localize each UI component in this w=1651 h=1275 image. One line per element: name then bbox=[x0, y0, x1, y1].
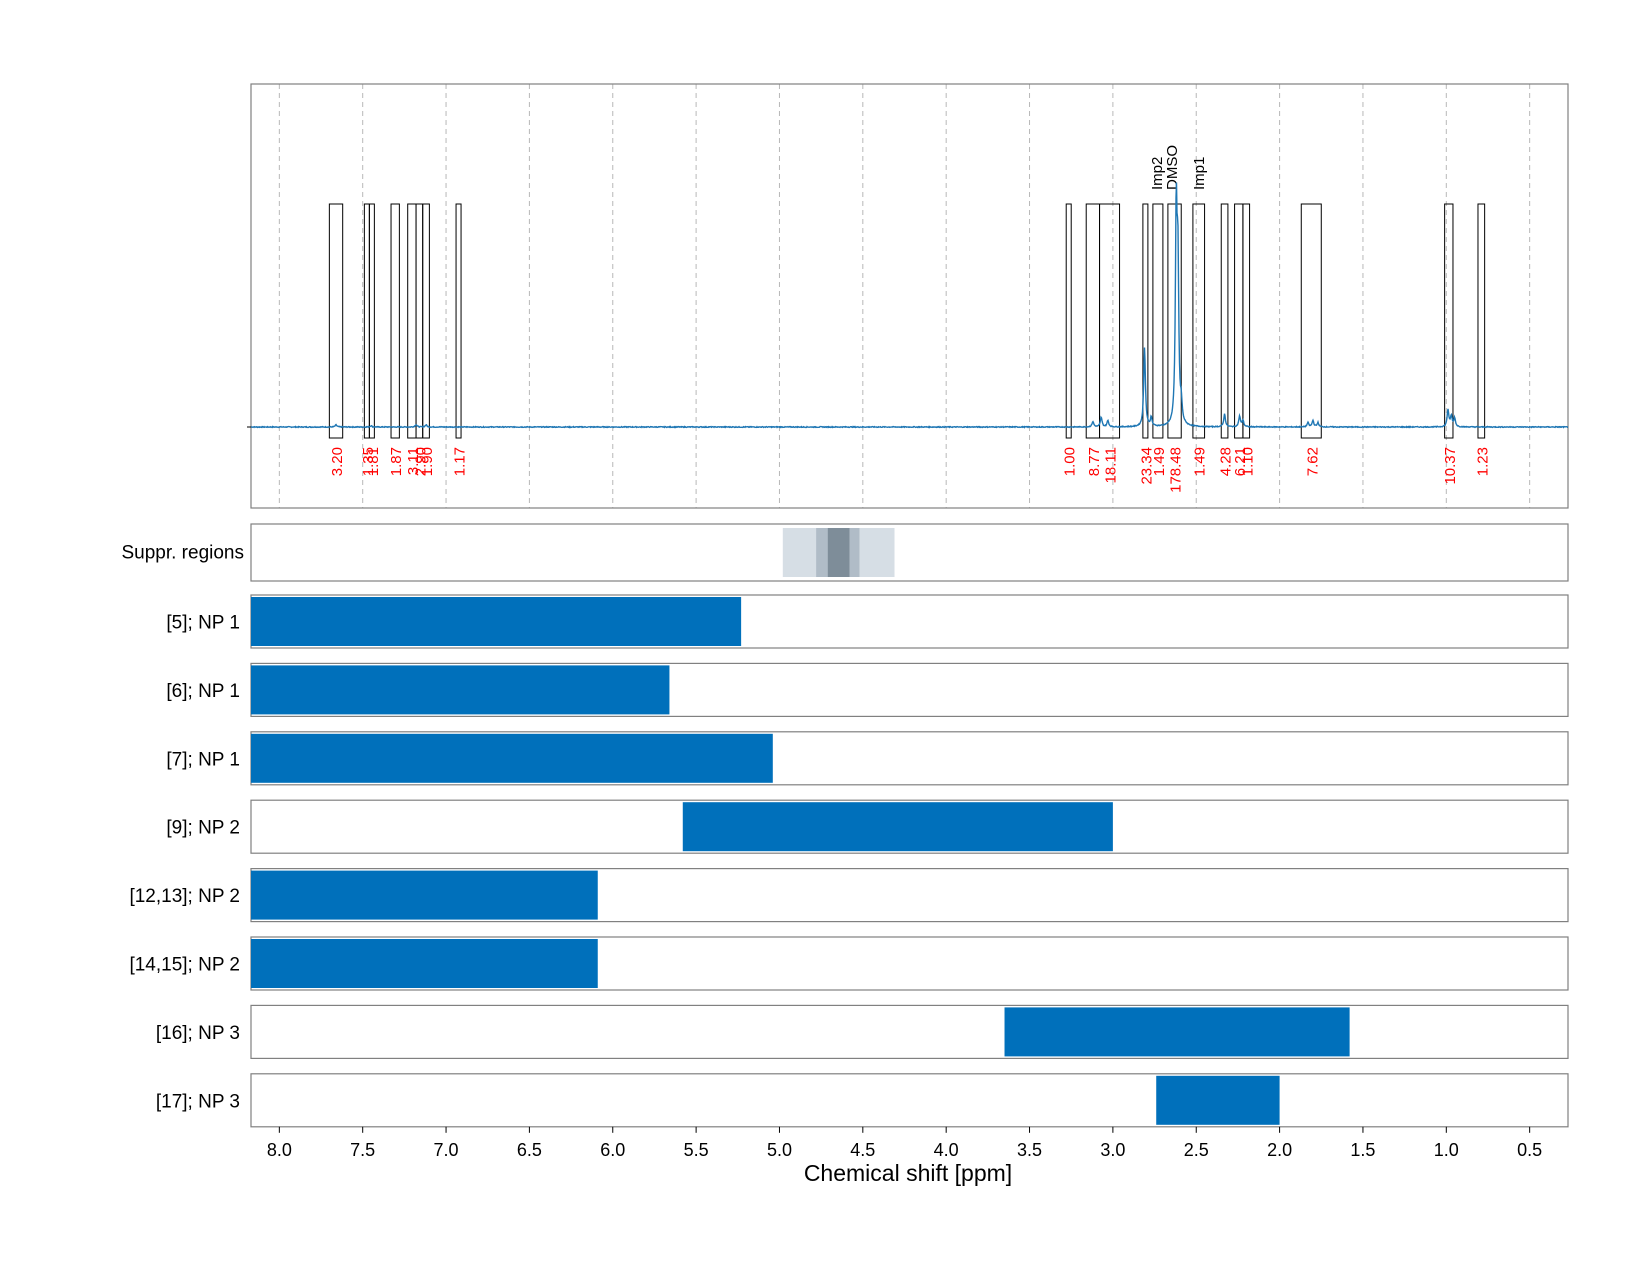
range-frame bbox=[250, 1004, 1569, 1060]
peak-annotation: Imp1 bbox=[1191, 157, 1208, 190]
integral-value: 1.49 bbox=[1151, 447, 1168, 476]
x-tick-label: 3.0 bbox=[1100, 1140, 1125, 1160]
range-bar bbox=[251, 665, 670, 715]
x-tick-label: 7.0 bbox=[434, 1140, 459, 1160]
range-bar bbox=[1004, 1007, 1350, 1057]
x-tick-label: 1.5 bbox=[1350, 1140, 1375, 1160]
integral-value: 7.62 bbox=[1304, 447, 1321, 476]
integral-region-box bbox=[390, 203, 400, 439]
peak-annotation: Imp2 bbox=[1149, 157, 1166, 190]
peak-annotation: DMSO bbox=[1164, 145, 1181, 190]
x-tick-label: 4.0 bbox=[934, 1140, 959, 1160]
range-label: [17]; NP 3 bbox=[156, 1091, 240, 1112]
suppressed-frame bbox=[250, 523, 1569, 582]
range-bar bbox=[251, 597, 742, 646]
suppressed-regions-label: Suppr. regions bbox=[121, 543, 244, 564]
integral-region-box bbox=[1065, 203, 1072, 439]
integral-region-box bbox=[363, 203, 370, 439]
integral-value: 1.49 bbox=[1192, 447, 1209, 476]
range-label: [6]; NP 1 bbox=[166, 681, 240, 702]
x-tick-label: 5.0 bbox=[767, 1140, 792, 1160]
range-bar bbox=[682, 802, 1113, 852]
x-tick-label: 0.5 bbox=[1517, 1140, 1542, 1160]
integral-region-box bbox=[1234, 203, 1244, 439]
suppressed-regions-panel: Suppr. regions bbox=[121, 523, 1569, 582]
integral-region-box bbox=[422, 203, 430, 439]
range-label: [12,13]; NP 2 bbox=[129, 886, 240, 907]
integral-region-box bbox=[455, 203, 462, 439]
integral-value: 1.00 bbox=[1062, 447, 1079, 476]
integral-region-box bbox=[1192, 203, 1206, 439]
range-frame bbox=[250, 799, 1569, 854]
x-tick-label: 2.5 bbox=[1184, 1140, 1209, 1160]
spectrum-frame bbox=[250, 83, 1569, 509]
integral-value: 23.34 bbox=[1138, 447, 1155, 485]
integral-value: 3.20 bbox=[329, 447, 346, 476]
x-axis-label: Chemical shift [ppm] bbox=[804, 1160, 1012, 1186]
range-label: [9]; NP 2 bbox=[166, 818, 240, 839]
range-bar bbox=[1156, 1075, 1280, 1125]
integral-region-box bbox=[1085, 203, 1101, 439]
x-tick-label: 6.0 bbox=[600, 1140, 625, 1160]
integral-value: 1.81 bbox=[365, 447, 382, 476]
integral-value: 178.48 bbox=[1168, 447, 1185, 493]
range-bar bbox=[251, 870, 598, 920]
range-label: [5]; NP 1 bbox=[166, 613, 240, 634]
integral-region-box bbox=[1300, 203, 1322, 439]
range-bar bbox=[251, 733, 773, 783]
integral-region-box bbox=[1444, 203, 1454, 439]
spectrum-panel: 3.20 1.351.81 1.87 3.112.901.90 1.17 1.00 8.77… bbox=[247, 83, 1569, 509]
x-tick-label: 3.5 bbox=[1017, 1140, 1042, 1160]
integral-value: 4.28 bbox=[1218, 447, 1235, 476]
grid-layer bbox=[278, 84, 1531, 508]
x-tick-label: 6.5 bbox=[517, 1140, 542, 1160]
integral-value: 10.37 bbox=[1442, 447, 1459, 485]
integral-region-box bbox=[407, 203, 417, 439]
integral-value: 3.11 bbox=[405, 447, 422, 475]
integral-value: 6.21 bbox=[1232, 447, 1249, 476]
integral-value: 1.87 bbox=[388, 447, 405, 476]
x-tick-label: 2.0 bbox=[1267, 1140, 1292, 1160]
range-label: [16]; NP 3 bbox=[156, 1023, 240, 1044]
suppressed-band bbox=[827, 528, 850, 577]
integral-region-box bbox=[415, 203, 424, 439]
x-tick-label: 7.5 bbox=[350, 1140, 375, 1160]
integral-region-box bbox=[1152, 203, 1164, 439]
ranges-layer: [5]; NP 1 [6]; NP 1 [7]; NP 1 [9]; NP 2 [12,… bbox=[129, 594, 1569, 1128]
integral-region-box bbox=[1099, 203, 1121, 439]
integral-value: 1.90 bbox=[419, 447, 436, 476]
integral-value: 1.10 bbox=[1239, 447, 1256, 476]
integral-region-box bbox=[1477, 203, 1486, 439]
integral-region-box bbox=[328, 203, 344, 439]
integral-region-box bbox=[1142, 203, 1149, 439]
integral-value: 2.90 bbox=[412, 447, 429, 476]
integral-value: 8.77 bbox=[1086, 447, 1103, 476]
integral-value: 1.17 bbox=[452, 447, 469, 476]
range-label: [7]; NP 1 bbox=[166, 749, 240, 770]
x-axis: 8.0 7.5 7.0 6.5 6.0 5.5 5.0 4.5 4.0 3.5 3.0 2.5 2.0 1… bbox=[267, 1126, 1542, 1160]
integral-value: 18.11 bbox=[1103, 447, 1120, 483]
x-tick-label: 4.5 bbox=[850, 1140, 875, 1160]
integral-region-box bbox=[1167, 203, 1182, 439]
integral-value: 1.35 bbox=[360, 447, 377, 476]
integral-region-box bbox=[1242, 203, 1251, 439]
integral-region-box bbox=[368, 203, 375, 439]
range-bar bbox=[251, 939, 598, 988]
x-tick-label: 5.5 bbox=[684, 1140, 709, 1160]
range-frame bbox=[250, 1073, 1569, 1128]
integral-value: 1.23 bbox=[1474, 447, 1491, 476]
range-label: [14,15]; NP 2 bbox=[129, 955, 240, 976]
x-tick-label: 8.0 bbox=[267, 1140, 292, 1160]
spectrum-line bbox=[250, 182, 1568, 429]
x-tick-label: 1.0 bbox=[1434, 1140, 1459, 1160]
integral-region-box bbox=[1220, 203, 1229, 439]
